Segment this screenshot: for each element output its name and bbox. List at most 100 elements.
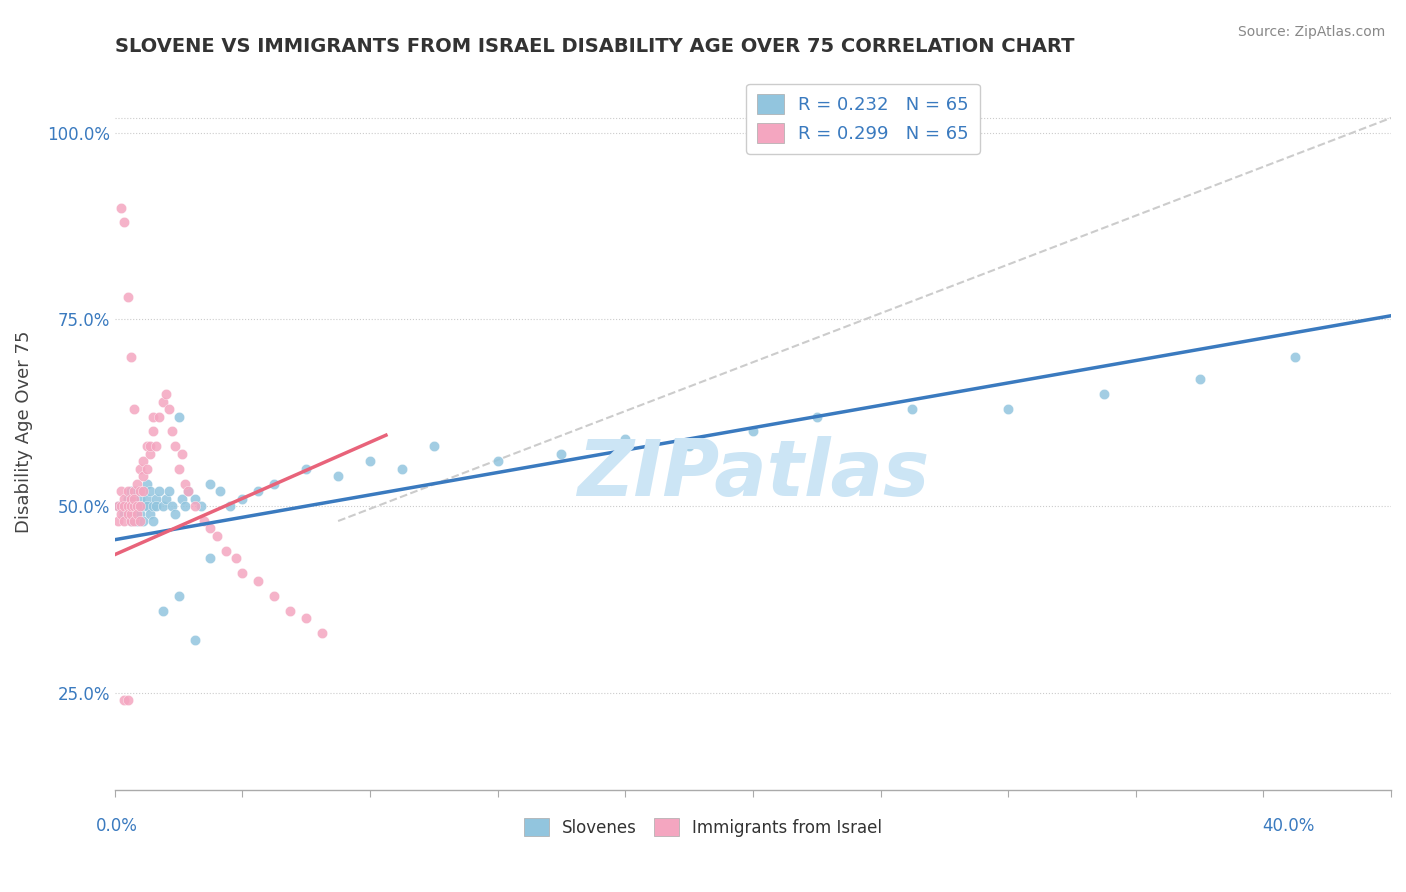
Point xyxy=(129,499,152,513)
Point xyxy=(806,409,828,424)
Point xyxy=(391,462,413,476)
Point xyxy=(215,544,238,558)
Point xyxy=(231,566,253,581)
Point xyxy=(125,484,148,499)
Point xyxy=(311,626,333,640)
Point xyxy=(112,693,135,707)
Y-axis label: Disability Age Over 75: Disability Age Over 75 xyxy=(15,330,32,533)
Point xyxy=(152,604,174,618)
Point xyxy=(129,514,152,528)
Point xyxy=(200,521,222,535)
Point xyxy=(167,409,190,424)
Point xyxy=(122,514,145,528)
Point xyxy=(117,499,139,513)
Point xyxy=(112,507,135,521)
Point xyxy=(263,589,285,603)
Text: SLOVENE VS IMMIGRANTS FROM ISRAEL DISABILITY AGE OVER 75 CORRELATION CHART: SLOVENE VS IMMIGRANTS FROM ISRAEL DISABI… xyxy=(115,37,1074,56)
Point xyxy=(142,499,165,513)
Point xyxy=(177,484,200,499)
Point xyxy=(157,402,180,417)
Point xyxy=(125,514,148,528)
Point xyxy=(174,476,197,491)
Point xyxy=(117,693,139,707)
Point xyxy=(110,201,132,215)
Point xyxy=(120,507,142,521)
Point xyxy=(125,507,148,521)
Point xyxy=(183,491,205,506)
Point xyxy=(142,514,165,528)
Point xyxy=(135,491,157,506)
Point xyxy=(120,350,142,364)
Point xyxy=(129,484,152,499)
Point xyxy=(117,499,139,513)
Point xyxy=(160,425,183,439)
Point xyxy=(122,484,145,499)
Point xyxy=(614,432,637,446)
Point xyxy=(170,447,193,461)
Point xyxy=(135,499,157,513)
Point xyxy=(155,387,177,401)
Point xyxy=(129,491,152,506)
Point xyxy=(247,574,270,588)
Point xyxy=(177,484,200,499)
Point xyxy=(139,484,162,499)
Point xyxy=(122,499,145,513)
Point xyxy=(200,551,222,566)
Point xyxy=(295,611,318,625)
Point xyxy=(145,499,167,513)
Point xyxy=(145,491,167,506)
Point xyxy=(107,514,129,528)
Point xyxy=(132,514,155,528)
Point xyxy=(107,499,129,513)
Point xyxy=(423,439,446,453)
Point xyxy=(550,447,572,461)
Point xyxy=(110,499,132,513)
Point xyxy=(295,462,318,476)
Point xyxy=(148,409,170,424)
Point xyxy=(120,484,142,499)
Point xyxy=(678,439,700,453)
Point xyxy=(263,476,285,491)
Point xyxy=(135,462,157,476)
Point xyxy=(145,439,167,453)
Point xyxy=(125,476,148,491)
Text: 0.0%: 0.0% xyxy=(96,817,138,835)
Text: ZIPatlas: ZIPatlas xyxy=(576,436,929,512)
Point xyxy=(167,589,190,603)
Point xyxy=(110,499,132,513)
Point xyxy=(183,499,205,513)
Point xyxy=(112,491,135,506)
Point xyxy=(142,425,165,439)
Point xyxy=(165,439,187,453)
Point xyxy=(231,491,253,506)
Point xyxy=(107,499,129,513)
Point xyxy=(129,507,152,521)
Point xyxy=(125,499,148,513)
Point xyxy=(1188,372,1211,386)
Point xyxy=(152,499,174,513)
Point xyxy=(110,484,132,499)
Point xyxy=(326,469,349,483)
Point xyxy=(122,491,145,506)
Point xyxy=(117,484,139,499)
Point xyxy=(170,491,193,506)
Point xyxy=(129,462,152,476)
Point xyxy=(209,484,232,499)
Point xyxy=(117,491,139,506)
Point xyxy=(132,469,155,483)
Point xyxy=(120,491,142,506)
Point xyxy=(139,507,162,521)
Point xyxy=(122,507,145,521)
Point xyxy=(997,402,1019,417)
Point xyxy=(132,484,155,499)
Point xyxy=(155,491,177,506)
Point xyxy=(135,439,157,453)
Point xyxy=(132,484,155,499)
Point xyxy=(741,425,763,439)
Text: 40.0%: 40.0% xyxy=(1263,817,1315,835)
Point xyxy=(359,454,381,468)
Point xyxy=(157,484,180,499)
Point xyxy=(122,491,145,506)
Point xyxy=(1092,387,1115,401)
Point xyxy=(135,476,157,491)
